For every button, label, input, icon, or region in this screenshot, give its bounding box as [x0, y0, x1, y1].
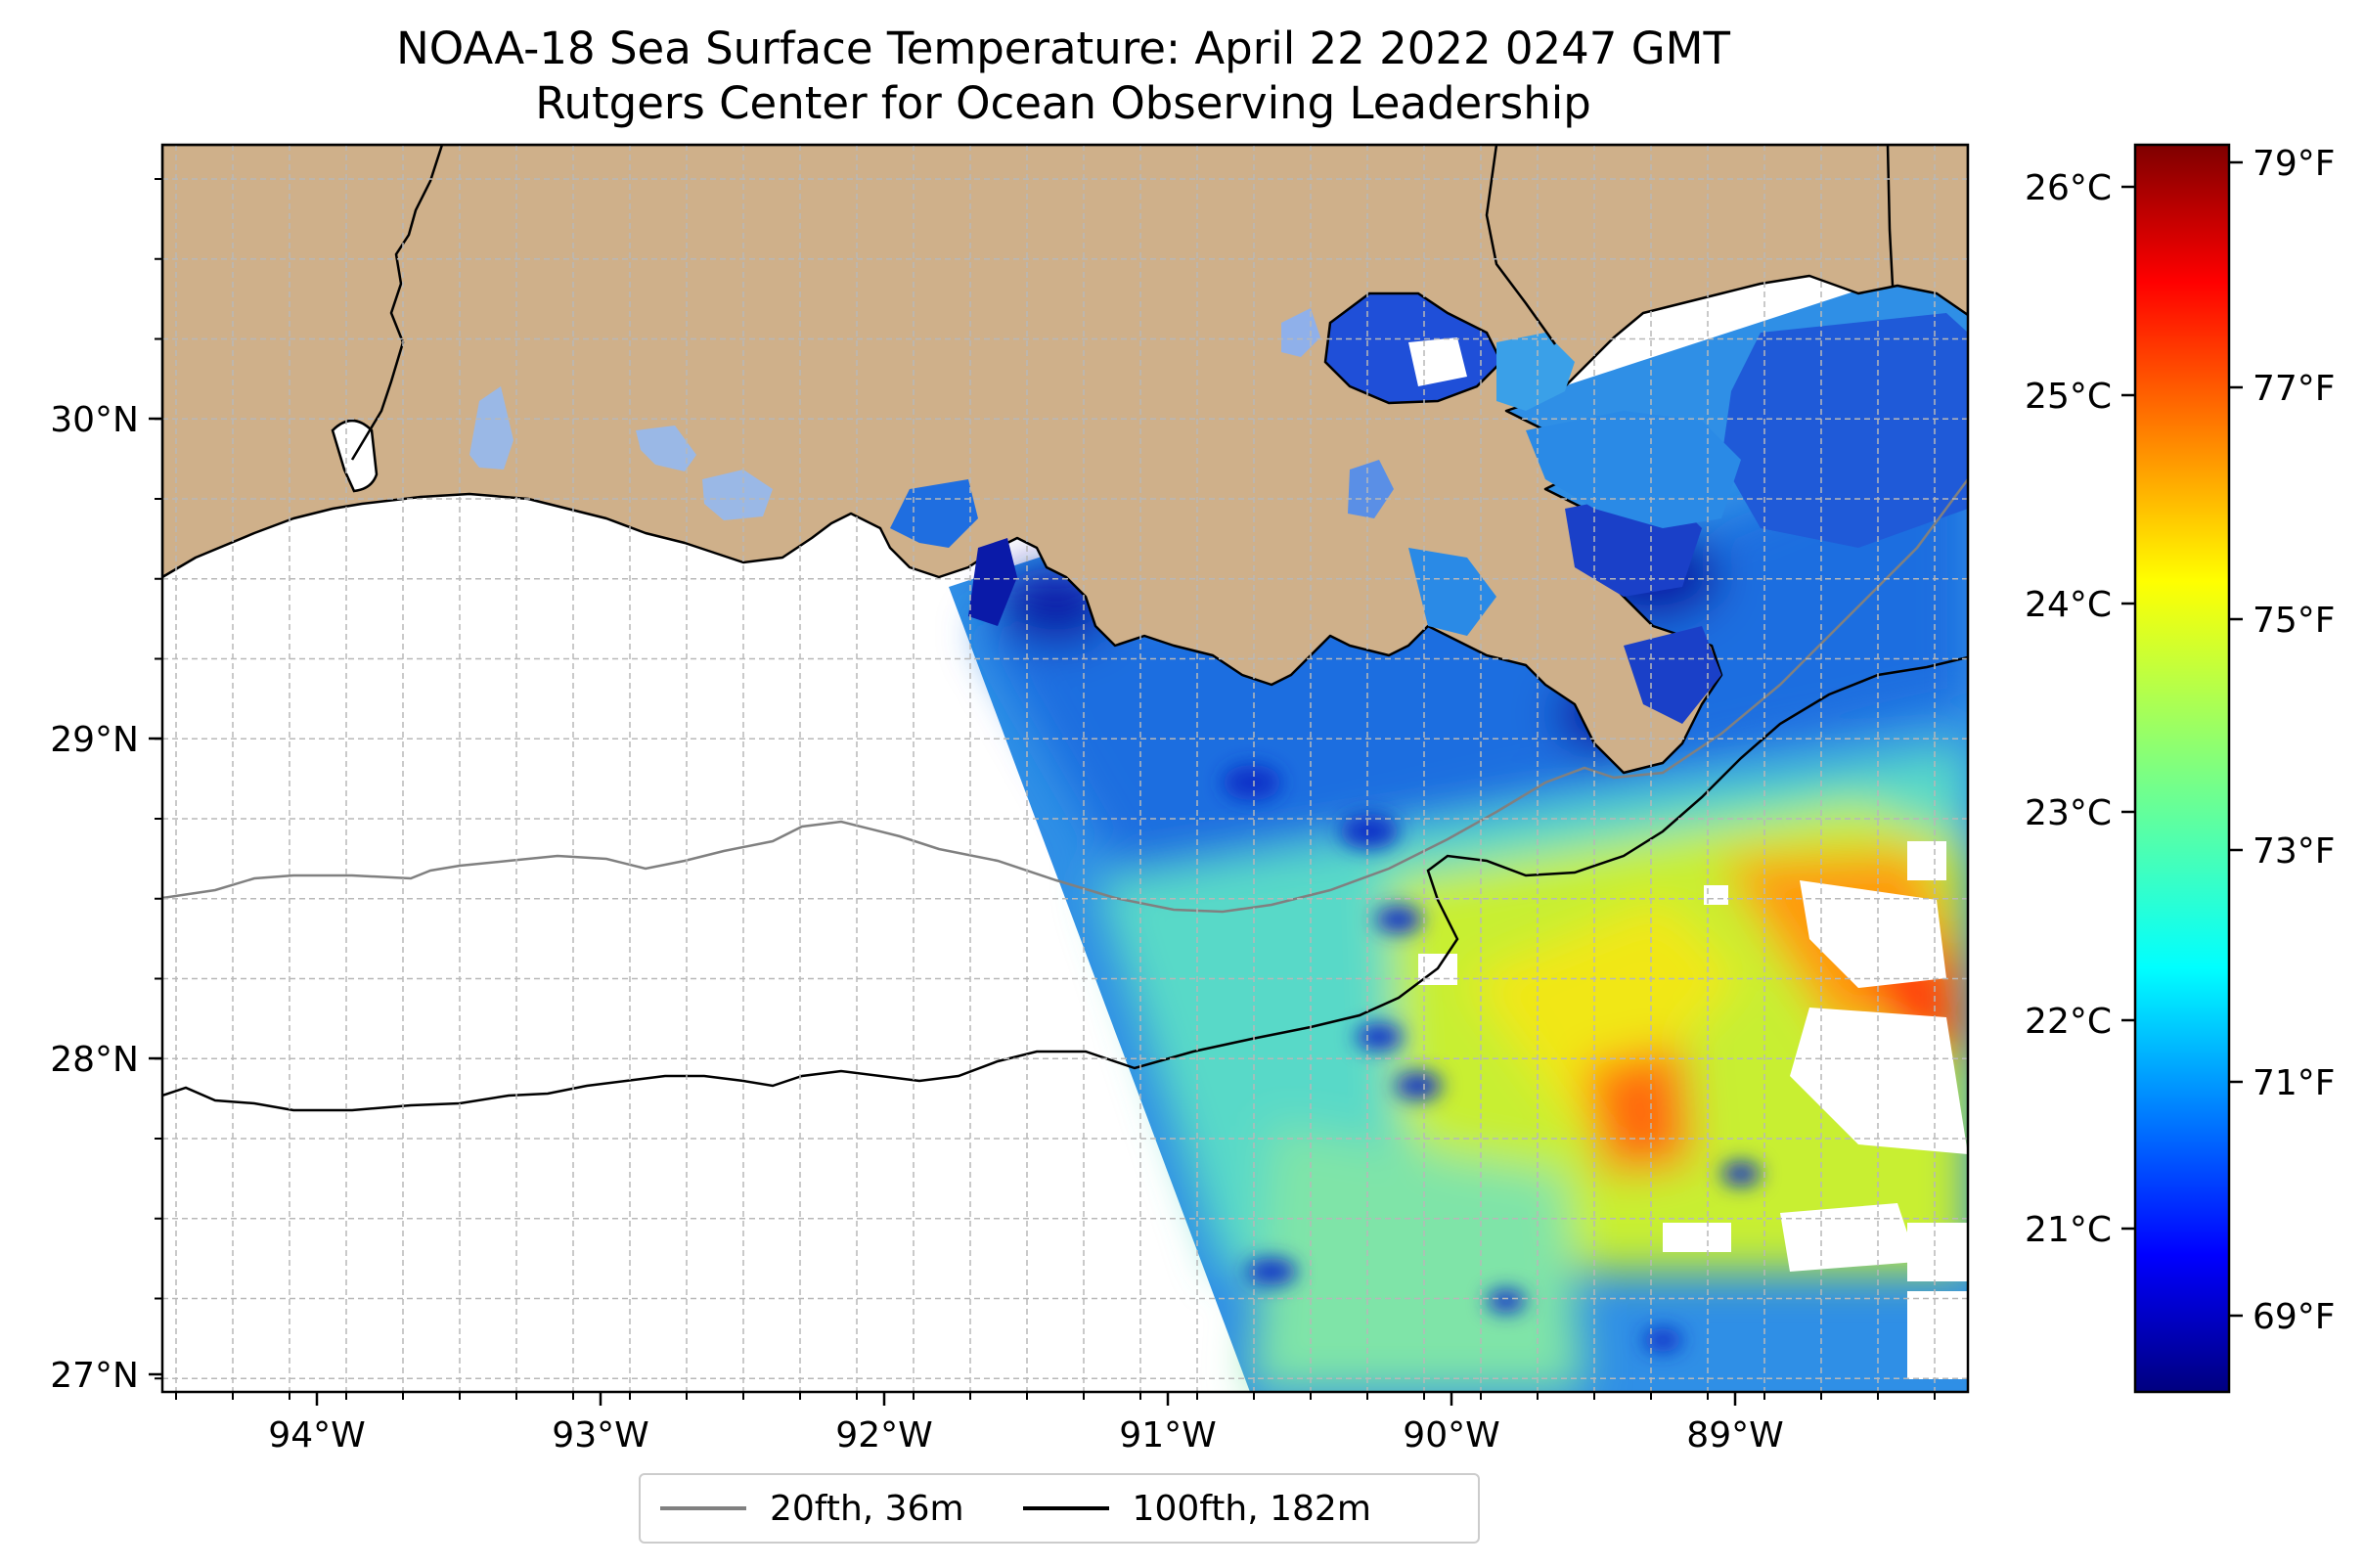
lat-tick-label: 29°N: [50, 720, 139, 760]
fahrenheit-tick-label: 75°F: [2253, 601, 2336, 641]
lon-tick-label: 89°W: [1686, 1415, 1783, 1456]
lat-tick-label: 28°N: [50, 1040, 139, 1080]
contour-20fth: [162, 478, 1968, 914]
inland-water: [331, 291, 1968, 724]
chart-subtitle: Rutgers Center for Ocean Observing Leade…: [535, 77, 1591, 129]
legend-swatch-20fth: [660, 1506, 746, 1510]
lon-tick-label: 94°W: [268, 1415, 365, 1456]
lat-lon-grid: [162, 145, 1968, 1392]
lon-tick-label: 92°W: [835, 1415, 932, 1456]
colorbar-ticks: 26°C 25°C 24°C 23°C 22°C 21°C 79°F 77°F 75°F 73°F…: [2025, 144, 2335, 1337]
celsius-tick-label: 22°C: [2025, 1002, 2112, 1042]
map-frame: [160, 143, 1970, 1394]
fahrenheit-tick-label: 73°F: [2253, 831, 2336, 872]
contour-100fth: [162, 655, 1968, 1112]
legend-label-100fth: 100fth, 182m: [1132, 1488, 1371, 1529]
state-boundaries: [350, 145, 1895, 461]
legend-item-20fth: 20fth, 36m: [660, 1489, 964, 1529]
celsius-tick-label: 23°C: [2025, 793, 2112, 833]
lon-tick-label: 90°W: [1403, 1415, 1499, 1456]
lat-tick-label: 27°N: [50, 1356, 139, 1396]
fahrenheit-tick-label: 77°F: [2253, 369, 2336, 409]
contour-legend: 20fth, 36m 100fth, 182m: [639, 1473, 1480, 1544]
celsius-tick-label: 24°C: [2025, 585, 2112, 625]
legend-item-100fth: 100fth, 182m: [1022, 1488, 1371, 1529]
map-area: [162, 145, 1968, 1392]
lon-tick-label: 93°W: [552, 1415, 648, 1456]
fahrenheit-tick-label: 69°F: [2253, 1297, 2336, 1337]
legend-swatch-100fth: [1022, 1506, 1109, 1510]
celsius-tick-label: 25°C: [2025, 377, 2112, 417]
colorbar-gradient: [2133, 143, 2231, 1394]
colorbar: 26°C 25°C 24°C 23°C 22°C 21°C 79°F 77°F 75°F 73°F…: [2025, 143, 2336, 1394]
celsius-tick-label: 26°C: [2025, 168, 2112, 208]
legend-label-20fth: 20fth, 36m: [770, 1488, 964, 1529]
celsius-tick-label: 21°C: [2025, 1210, 2112, 1250]
chart-title: NOAA-18 Sea Surface Temperature: April 2…: [396, 22, 1730, 74]
title-block: NOAA-18 Sea Surface Temperature: April 2…: [0, 22, 2126, 131]
fahrenheit-tick-label: 79°F: [2253, 144, 2336, 184]
lon-tick-label: 91°W: [1119, 1415, 1216, 1456]
lat-tick-label: 30°N: [50, 400, 139, 440]
axis-ticks: 94°W 93°W 92°W 91°W 90°W 89°W 30°N 29°N 28°N 27°N: [50, 178, 1936, 1456]
fahrenheit-tick-label: 71°F: [2253, 1063, 2336, 1103]
